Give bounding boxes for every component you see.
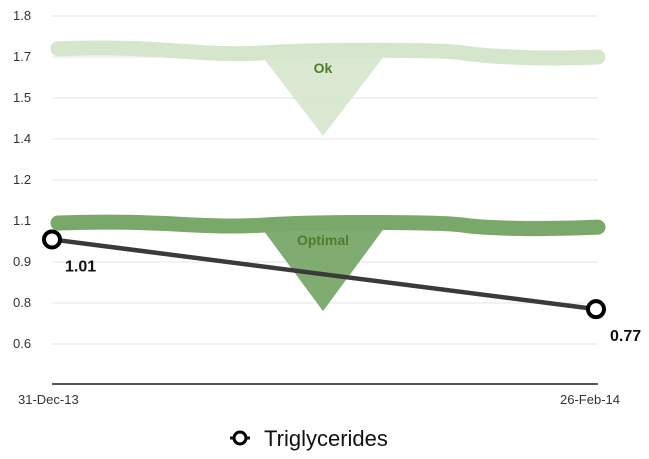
y-tick-label: 1.7 xyxy=(13,49,31,64)
band-ok-label: Ok xyxy=(314,60,333,76)
legend-marker xyxy=(232,430,248,446)
y-axis-ticks: 1.8 1.7 1.5 1.4 1.2 1.1 0.9 0.8 0.6 xyxy=(13,8,31,351)
y-tick-label: 1.2 xyxy=(13,172,31,187)
series-line xyxy=(49,237,599,312)
band-ok-marker xyxy=(261,54,385,136)
band-optimal-label: Optimal xyxy=(297,232,349,248)
y-tick-label: 1.4 xyxy=(13,131,31,146)
series-triglycerides: 1.01 0.77 xyxy=(42,229,641,345)
x-axis: 31-Dec-13 26-Feb-14 xyxy=(18,383,620,407)
x-tick-label: 26-Feb-14 xyxy=(560,392,620,407)
band-ok-stroke xyxy=(50,40,606,66)
y-tick-label: 1.5 xyxy=(13,90,31,105)
y-tick-label: 1.1 xyxy=(13,213,31,228)
reference-bands: Ok Optimal xyxy=(50,40,606,312)
band-optimal-stroke xyxy=(50,214,606,237)
data-point xyxy=(586,299,606,320)
legend: Triglycerides xyxy=(230,426,388,451)
y-tick-label: 0.8 xyxy=(13,295,31,310)
data-label: 1.01 xyxy=(65,258,96,275)
y-tick-label: 0.9 xyxy=(13,254,31,269)
legend-label: Triglycerides xyxy=(264,426,388,451)
y-tick-label: 0.6 xyxy=(13,336,31,351)
data-label: 0.77 xyxy=(610,328,641,345)
data-point xyxy=(42,229,62,250)
y-tick-label: 1.8 xyxy=(13,8,31,23)
x-tick-label: 31-Dec-13 xyxy=(18,392,79,407)
band-optimal-marker xyxy=(261,227,385,312)
